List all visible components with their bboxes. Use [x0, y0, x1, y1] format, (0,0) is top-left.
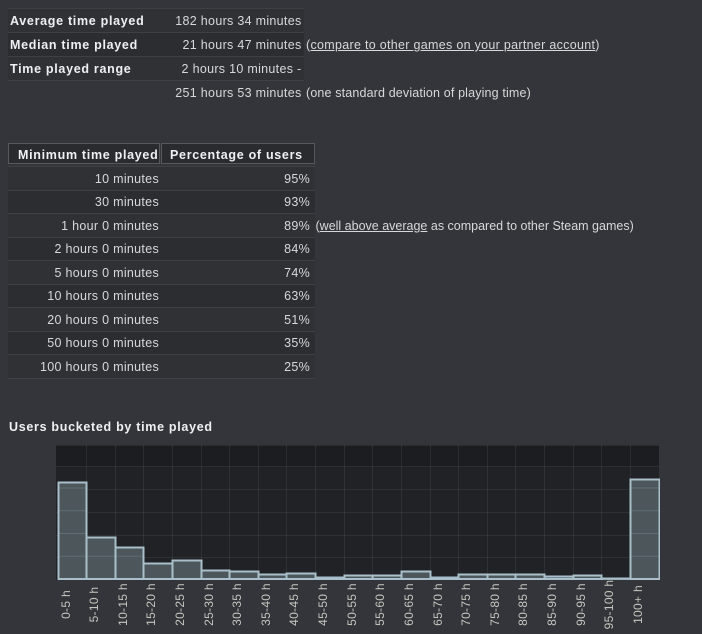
svg-text:35-40 h: 35-40 h [259, 583, 273, 626]
svg-text:20-25 h: 20-25 h [173, 583, 187, 626]
svg-text:30-35 h: 30-35 h [230, 583, 244, 626]
svg-text:15-20 h: 15-20 h [144, 583, 158, 626]
svg-text:70-75 h: 70-75 h [459, 583, 473, 626]
svg-text:10-15 h: 10-15 h [116, 583, 130, 626]
svg-text:0-5 h: 0-5 h [59, 590, 73, 619]
svg-text:80-85 h: 80-85 h [516, 583, 530, 626]
svg-text:60-65 h: 60-65 h [402, 583, 416, 626]
svg-text:40-45 h: 40-45 h [287, 583, 301, 626]
svg-text:95-100 h: 95-100 h [602, 580, 616, 630]
svg-text:90-95 h: 90-95 h [574, 583, 588, 626]
svg-text:55-60 h: 55-60 h [373, 583, 387, 626]
svg-text:100+ h: 100+ h [631, 585, 645, 624]
svg-text:5-10 h: 5-10 h [87, 587, 101, 623]
svg-text:50-55 h: 50-55 h [345, 583, 359, 626]
svg-text:75-80 h: 75-80 h [488, 583, 502, 626]
svg-text:45-50 h: 45-50 h [316, 583, 330, 626]
svg-text:85-90 h: 85-90 h [545, 583, 559, 626]
svg-text:65-70 h: 65-70 h [431, 583, 445, 626]
svg-text:25-30 h: 25-30 h [202, 583, 216, 626]
